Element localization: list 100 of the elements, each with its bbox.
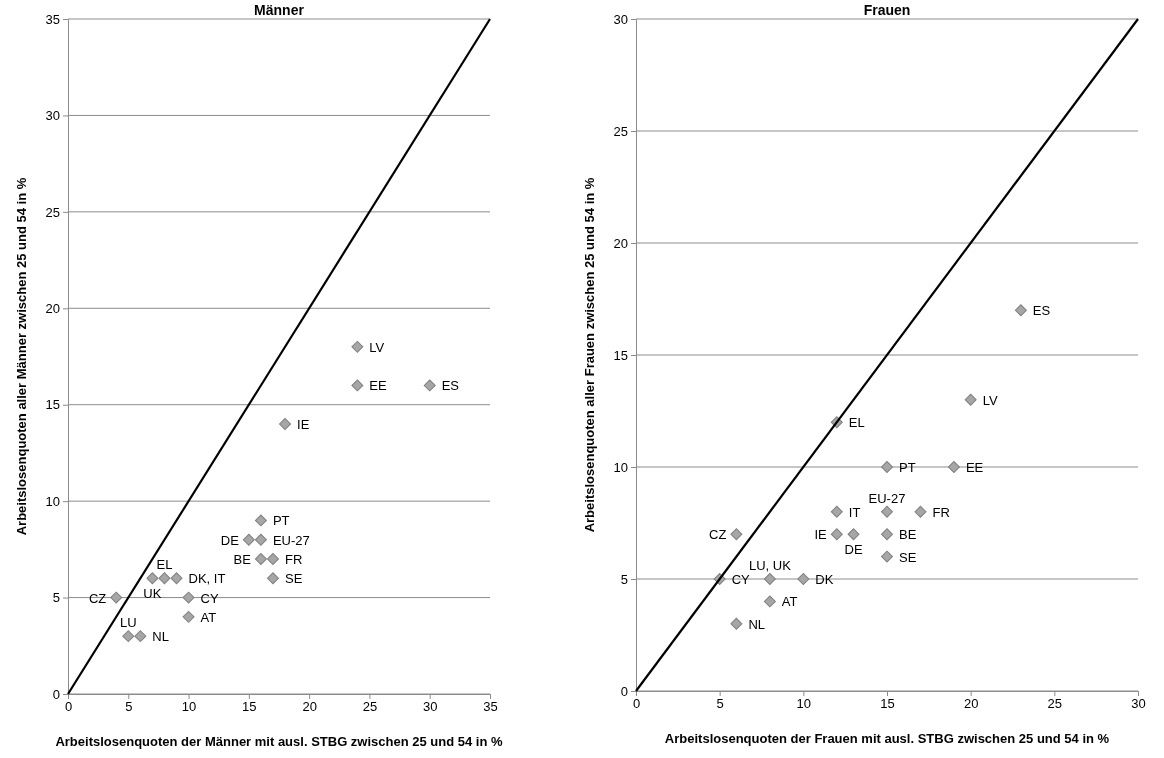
- annotation: PT: [272, 513, 290, 529]
- point: [763, 573, 776, 585]
- annotation: LV: [369, 339, 385, 355]
- annotation: AT: [781, 594, 798, 610]
- annotation: LU: [119, 615, 137, 631]
- point: [266, 572, 279, 585]
- annotation: DK, IT: [188, 571, 226, 587]
- x-tick-label: 20: [302, 699, 317, 715]
- annotation: FR: [932, 504, 950, 520]
- point: [279, 418, 292, 430]
- annotation: BE: [899, 527, 917, 543]
- y-tick-label: 5: [620, 571, 628, 587]
- y-tick-label: 10: [613, 459, 628, 475]
- annotation: SE: [284, 571, 303, 587]
- annotation: DE: [220, 532, 240, 548]
- point: [1014, 304, 1027, 317]
- point: [158, 572, 171, 585]
- point: [797, 573, 810, 585]
- y-tick-label: 25: [45, 204, 60, 220]
- annotation: AT: [200, 609, 217, 625]
- y-tick-label: 5: [52, 590, 60, 606]
- point: [134, 630, 147, 643]
- annotation: NL: [748, 616, 766, 632]
- y-tick-label: 30: [45, 108, 60, 124]
- y-tick-label: 20: [45, 300, 60, 316]
- x-tick-label: 25: [362, 699, 378, 715]
- annotation: EE: [965, 460, 984, 475]
- point: [122, 630, 135, 643]
- point: [254, 553, 267, 565]
- point: [964, 393, 977, 406]
- annotation: EL: [156, 557, 173, 573]
- x-axis-title: Arbeitslosenquoten der Frauen mit ausl. STBG zwischen 25 und 54 in %: [664, 731, 1110, 746]
- point: [146, 572, 159, 585]
- annotation: EU-27: [272, 532, 310, 548]
- annotation: LV: [982, 392, 998, 408]
- annotation: IT: [848, 504, 861, 520]
- annotation: CZ: [88, 590, 107, 606]
- x-axis-title: Arbeitslosenquoten der Männer mit ausl. STBG zwischen 25 und 54 in %: [55, 734, 503, 749]
- annotation: CZ: [709, 527, 727, 543]
- point: [830, 528, 843, 541]
- annotation: DE: [844, 542, 863, 558]
- y-tick-label: 10: [45, 493, 60, 509]
- x-tick-label: 5: [125, 699, 133, 715]
- x-tick-label: 30: [422, 699, 438, 715]
- annotation: UK: [143, 586, 162, 602]
- point: [847, 528, 860, 541]
- annotation: DK: [815, 572, 834, 587]
- x-tick-label: 0: [64, 699, 73, 715]
- x-tick-label: 10: [181, 699, 197, 715]
- chart-title: Frauen: [863, 2, 911, 18]
- y-tick-label: 35: [45, 11, 60, 27]
- annotation: NL: [152, 629, 169, 645]
- annotation: BE: [233, 552, 252, 567]
- point: [914, 505, 927, 518]
- x-tick-label: 25: [1047, 696, 1063, 712]
- y-tick-label: 0: [620, 683, 628, 699]
- point: [763, 595, 776, 608]
- point: [170, 572, 183, 585]
- point: [254, 514, 267, 527]
- annotation: FR: [284, 552, 303, 567]
- y-tick-label: 15: [45, 397, 60, 413]
- point: [242, 533, 255, 546]
- point: [947, 461, 960, 473]
- y-axis-title: Arbeitslosenquoten aller Frauen zwischen 25 und 54 in %: [582, 177, 597, 533]
- annotation: SE: [899, 549, 917, 565]
- y-tick-label: 15: [613, 347, 628, 363]
- y-tick-label: 0: [52, 686, 60, 702]
- point: [254, 533, 267, 546]
- point: [881, 505, 893, 518]
- x-tick-label: 15: [242, 699, 257, 715]
- point: [881, 528, 893, 541]
- point: [830, 505, 843, 518]
- y-tick-label: 25: [613, 123, 628, 139]
- annotation: ES: [441, 378, 460, 394]
- point: [351, 379, 364, 392]
- point: [730, 617, 743, 630]
- point: [266, 553, 279, 565]
- annotation: CY: [200, 590, 219, 606]
- point: [881, 461, 893, 473]
- x-tick-label: 20: [963, 696, 979, 712]
- annotation: IE: [814, 527, 828, 543]
- x-tick-label: 30: [1131, 696, 1146, 712]
- point: [182, 610, 195, 623]
- x-tick-label: 35: [483, 699, 498, 715]
- point: [881, 550, 893, 563]
- annotation: EL: [848, 415, 865, 431]
- x-tick-label: 5: [716, 696, 724, 712]
- y-tick-label: 30: [613, 11, 628, 27]
- point: [423, 379, 436, 392]
- annotation: EE: [369, 378, 388, 394]
- y-axis-title: Arbeitslosenquoten aller Männer zwischen 25 und 54 in %: [14, 177, 29, 536]
- annotation: LU, UK: [748, 558, 792, 573]
- point: [730, 528, 743, 541]
- x-tick-label: 10: [796, 696, 812, 712]
- point: [110, 591, 123, 604]
- annotation: IE: [297, 417, 310, 432]
- annotation: EU-27: [868, 490, 906, 506]
- x-tick-label: 15: [880, 696, 895, 712]
- chart-title: Männer: [254, 2, 305, 18]
- y-tick-label: 20: [613, 235, 628, 251]
